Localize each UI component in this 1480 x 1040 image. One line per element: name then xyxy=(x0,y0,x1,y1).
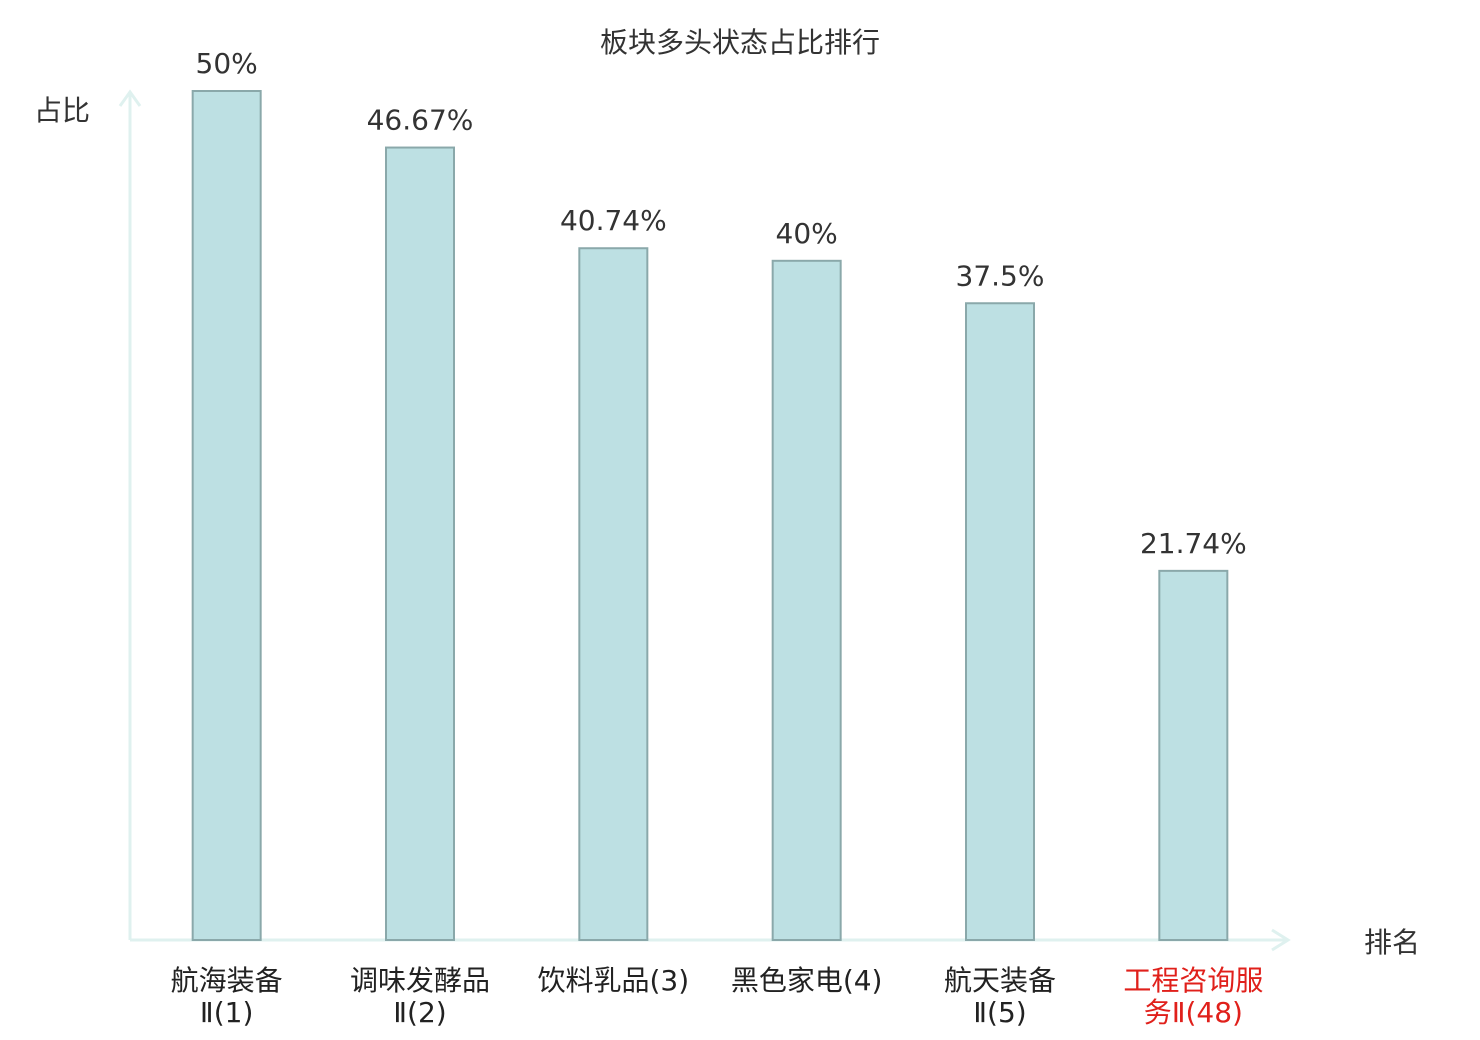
bar xyxy=(771,259,842,941)
value-label: 37.5% xyxy=(956,259,1045,292)
x-tick-label: 航海装备Ⅱ(1) xyxy=(170,964,283,1029)
bar xyxy=(1158,569,1229,941)
x-tick-label: 黑色家电(4) xyxy=(730,964,883,997)
x-arrow xyxy=(1271,928,1291,952)
bar xyxy=(191,90,262,941)
value-label: 50% xyxy=(196,47,258,80)
bar xyxy=(385,146,455,941)
x-tick-label: 调味发酵品Ⅱ(2) xyxy=(349,964,490,1029)
value-label: 46.67% xyxy=(367,104,474,137)
x-tick-label: 航天装备Ⅱ(5) xyxy=(943,964,1056,1029)
bar xyxy=(578,247,649,941)
x-tick-label: 工程咨询服务Ⅱ(48) xyxy=(1123,964,1264,1029)
y-axis-label: 占比 xyxy=(34,94,90,127)
bar xyxy=(965,302,1035,941)
x-axis-label: 排名 xyxy=(1364,926,1420,959)
value-label: 40.74% xyxy=(560,204,667,237)
y-arrow xyxy=(118,89,142,107)
x-tick-label: 饮料乳品(3) xyxy=(537,964,690,997)
chart-title: 板块多头状态占比排行 xyxy=(600,26,880,59)
axes xyxy=(118,89,1291,952)
value-label: 21.74% xyxy=(1140,527,1247,560)
value-label: 40% xyxy=(776,217,838,250)
